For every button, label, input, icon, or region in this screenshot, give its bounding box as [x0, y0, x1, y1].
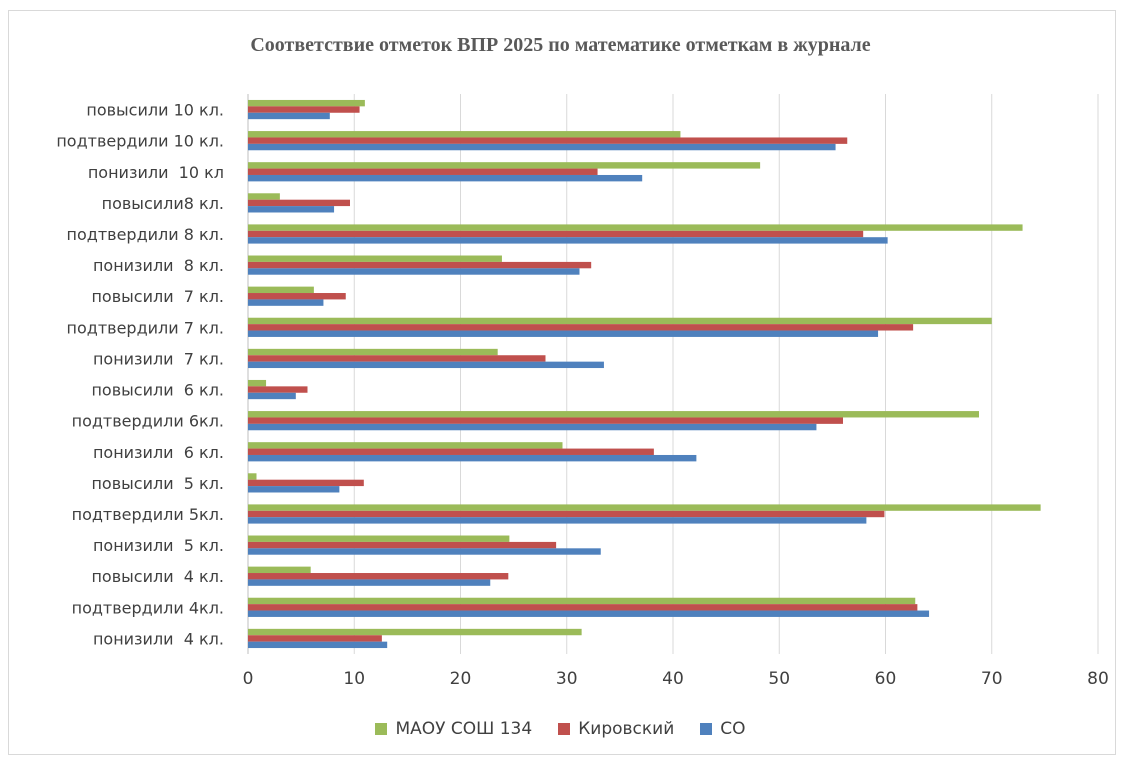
category-label: повысили 6 кл. [91, 381, 224, 400]
bar [248, 448, 654, 455]
bar [248, 486, 340, 493]
x-tick-labels: 0 10 20 30 40 50 60 70 80 [243, 669, 1109, 689]
bar [248, 224, 1023, 231]
bar [248, 237, 888, 244]
bar [248, 137, 848, 144]
bar [248, 199, 350, 207]
legend-swatch-kirovsky [558, 723, 571, 735]
bar [248, 566, 311, 574]
bar [248, 206, 335, 213]
bar [248, 541, 557, 549]
bar [248, 597, 916, 605]
bar [248, 610, 930, 617]
bar [248, 299, 324, 306]
bar [248, 423, 817, 431]
bar [248, 517, 867, 524]
category-label: подтвердили 4кл. [72, 598, 224, 617]
x-tick-label: 50 [768, 669, 790, 689]
category-label: понизили 5 кл. [93, 536, 224, 555]
bar [248, 635, 382, 642]
bar [248, 442, 563, 449]
category-label: понизили 7 кл. [93, 349, 224, 368]
bar [248, 255, 502, 262]
bar [248, 112, 330, 120]
bar [248, 168, 598, 175]
bar [248, 193, 280, 200]
category-label: понизили 6 кл. [93, 443, 224, 462]
bar [248, 131, 681, 138]
bar [248, 579, 491, 586]
legend-label-maou: МАОУ СОШ 134 [395, 719, 533, 739]
bar [248, 548, 601, 555]
bar [248, 143, 836, 151]
x-tick-label: 0 [243, 669, 254, 689]
x-tick-label: 80 [1087, 669, 1109, 689]
bar [248, 348, 498, 356]
category-labels: повысили 10 кл. подтвердили 10 кл. понизил… [56, 101, 224, 649]
bar [248, 268, 580, 275]
x-tick-label: 40 [662, 669, 684, 689]
bar [248, 355, 546, 362]
category-label: понизили 10 кл [88, 163, 224, 182]
bar [248, 510, 885, 518]
legend: МАОУ СОШ 134 Кировский СО [0, 719, 1121, 739]
x-tick-label: 20 [450, 669, 472, 689]
category-label: подтвердили 10 кл. [56, 132, 224, 151]
bar [248, 628, 582, 636]
category-label: понизили 4 кл. [93, 629, 224, 648]
bar [248, 293, 346, 300]
legend-swatch-maou [375, 723, 388, 735]
bar [248, 392, 296, 400]
bar [248, 286, 314, 294]
bar [248, 106, 360, 113]
category-label: понизили 8 кл. [93, 256, 224, 275]
bar [248, 473, 257, 480]
bar [248, 604, 918, 611]
legend-label-so: СО [720, 719, 746, 739]
bar [248, 411, 979, 418]
x-tick-label: 60 [875, 669, 897, 689]
category-label: подтвердили 8 кл. [67, 225, 224, 244]
legend-item-maou: МАОУ СОШ 134 [375, 719, 532, 739]
category-label: повысили 4 кл. [91, 567, 224, 586]
bar [248, 361, 604, 369]
bar [248, 379, 267, 387]
bar [248, 174, 643, 182]
x-tick-label: 30 [556, 669, 578, 689]
bar [248, 479, 364, 487]
x-tick-label: 10 [343, 669, 365, 689]
chart-title: Соответствие отметок ВПР 2025 по математ… [250, 34, 871, 56]
bars [248, 99, 1041, 649]
bar [248, 99, 365, 107]
category-label: повысили8 кл. [102, 194, 224, 213]
legend-item-so: СО [700, 719, 746, 739]
bar [248, 317, 992, 325]
category-label: повысили 5 кл. [91, 474, 224, 493]
bar [248, 230, 864, 238]
legend-label-kirovsky: Кировский [578, 719, 675, 739]
bar [248, 504, 1041, 511]
bar [248, 330, 879, 337]
gridlines [247, 94, 1099, 654]
bar [248, 162, 761, 169]
category-label: подтвердили 6кл. [72, 412, 224, 431]
bar [248, 454, 697, 462]
bar [248, 261, 592, 269]
x-tick-label: 70 [981, 669, 1003, 689]
category-label: повысили 10 кл. [86, 101, 224, 120]
bar [248, 324, 914, 331]
bar [248, 535, 510, 542]
bar [248, 573, 509, 580]
bar [248, 386, 308, 393]
category-label: подтвердили 7 кл. [67, 318, 224, 337]
legend-swatch-so [700, 723, 713, 735]
legend-item-kirovsky: Кировский [558, 719, 674, 739]
category-label: повысили 7 кл. [91, 287, 224, 306]
bar [248, 417, 843, 424]
category-label: подтвердили 5кл. [72, 505, 224, 524]
bar [248, 641, 388, 649]
